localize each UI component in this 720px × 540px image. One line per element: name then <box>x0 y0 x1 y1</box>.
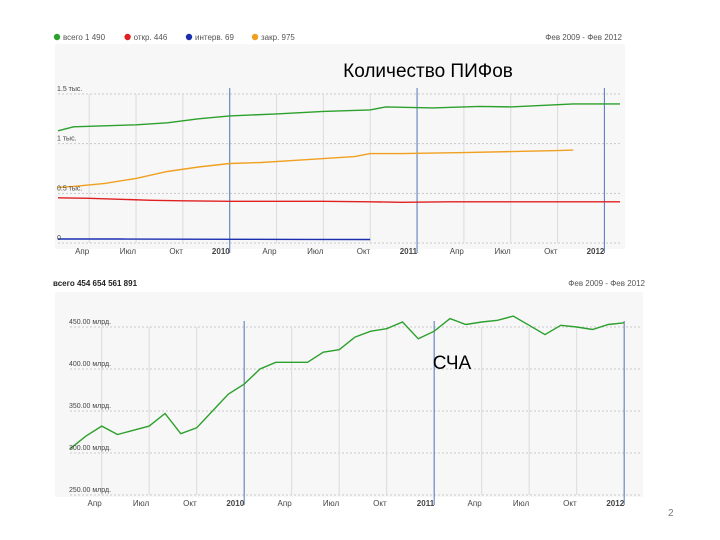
nav-chart-background <box>55 292 643 497</box>
legend-marker <box>185 33 193 41</box>
x-tick-label: Окт <box>544 247 558 256</box>
x-tick-label: 2010 <box>226 499 244 508</box>
x-tick-label: Окт <box>563 499 577 508</box>
x-tick-label: Апр <box>88 499 103 508</box>
x-tick-label: Апр <box>75 247 90 256</box>
x-tick-label: Апр <box>262 247 277 256</box>
x-tick-label: Окт <box>183 499 197 508</box>
x-tick-label: Июл <box>133 499 150 508</box>
y-tick-label: 0.5 тыс. <box>57 185 82 192</box>
legend-label: закр. 975 <box>261 33 295 42</box>
legend-label: интерв. 69 <box>195 33 235 42</box>
funds-period-label: Фев 2009 - Фев 2012 <box>545 33 622 42</box>
x-tick-label: Окт <box>373 499 387 508</box>
legend-marker <box>124 33 131 41</box>
series-line-закр. <box>57 149 574 189</box>
y-tick-label: 1.5 тыс. <box>57 86 82 93</box>
x-tick-label: Июл <box>323 499 340 508</box>
x-tick-label: 2012 <box>606 499 624 508</box>
x-tick-label: Апр <box>450 247 465 256</box>
x-tick-label: 2012 <box>587 247 605 256</box>
x-tick-label: Окт <box>357 247 371 256</box>
y-tick-label: 300.00 млрд. <box>69 445 111 452</box>
y-tick-label: 350.00 млрд. <box>69 403 111 410</box>
funds-chart-background <box>55 44 625 249</box>
x-tick-label: Июл <box>120 247 137 256</box>
series-line-СЧА <box>69 315 625 450</box>
funds-chart-title: Количество ПИФов <box>343 61 513 82</box>
y-tick-label: 1 тыс. <box>57 136 77 143</box>
x-tick-label: 2011 <box>400 247 418 256</box>
y-tick-label: 400.00 млрд. <box>69 361 111 368</box>
page-number: 2 <box>668 508 674 519</box>
x-tick-label: Окт <box>169 247 183 256</box>
legend-marker <box>251 33 259 41</box>
nav-period-label: Фев 2009 - Фев 2012 <box>568 279 645 288</box>
series-line-всего <box>57 103 620 132</box>
y-tick-label: 0 <box>57 235 61 242</box>
nav-total-label: всего 454 654 561 891 <box>53 279 138 288</box>
y-tick-label: 450.00 млрд. <box>69 319 111 326</box>
x-tick-label: Апр <box>278 499 293 508</box>
legend-label: всего 1 490 <box>63 33 106 42</box>
series-line-интерв. <box>58 238 371 241</box>
x-tick-label: Июл <box>307 247 324 256</box>
legend-marker <box>53 33 61 41</box>
series-line-откр. <box>57 197 620 204</box>
x-tick-label: 2010 <box>212 247 230 256</box>
x-tick-label: Июл <box>494 247 511 256</box>
legend-label: откр. 446 <box>134 33 168 42</box>
x-tick-label: 2011 <box>417 499 435 508</box>
nav-chart-title: СЧА <box>433 353 472 374</box>
y-tick-label: 250.00 млрд. <box>69 487 111 494</box>
x-tick-label: Апр <box>468 499 483 508</box>
x-tick-label: Июл <box>513 499 530 508</box>
